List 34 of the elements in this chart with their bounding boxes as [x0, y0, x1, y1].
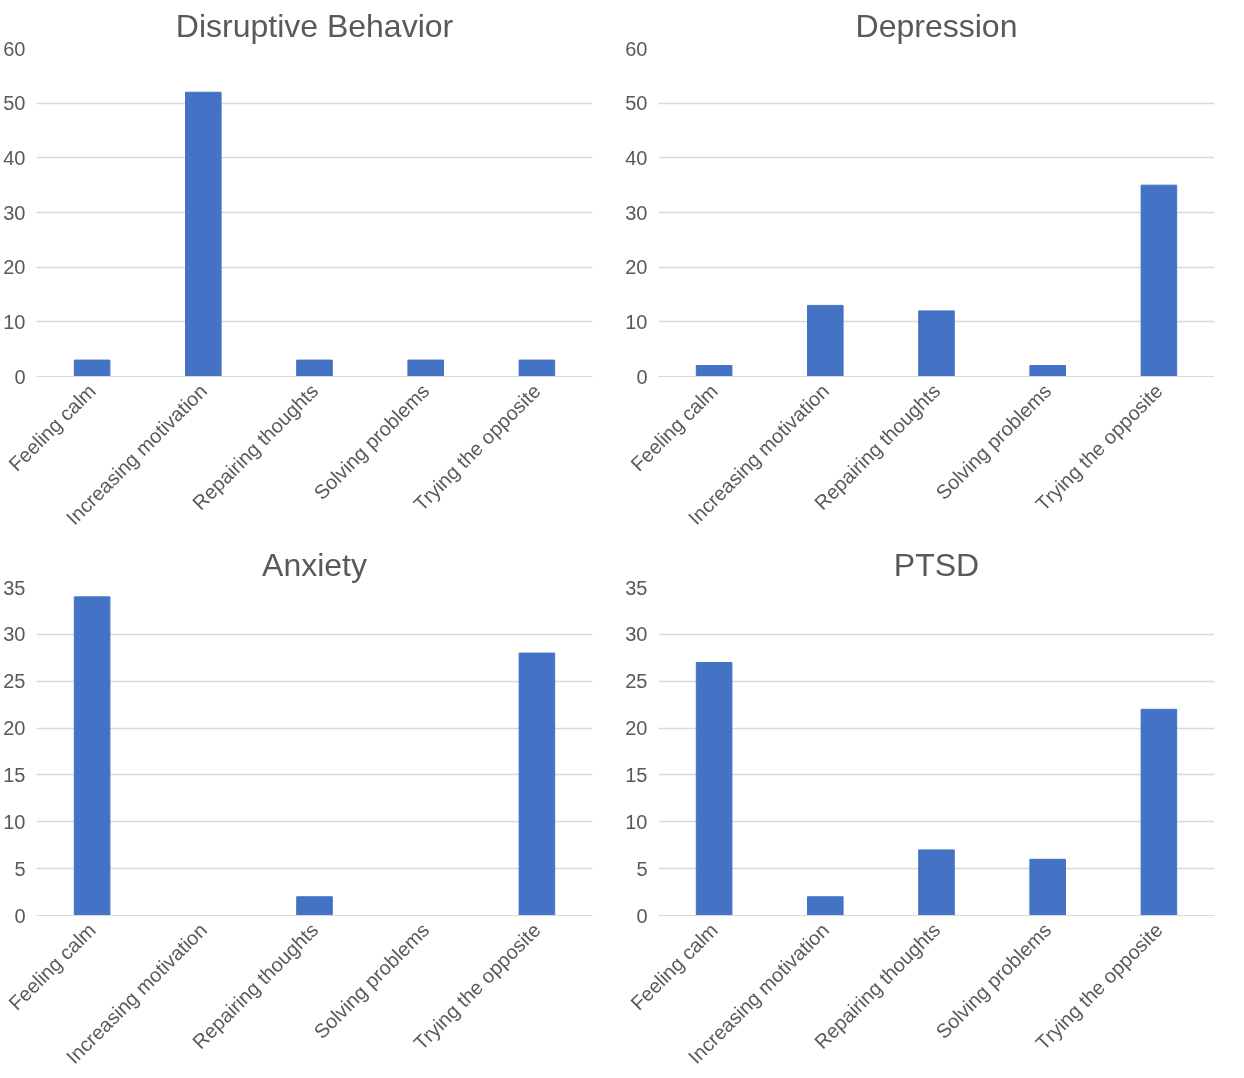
y-tick-label: 0 [14, 365, 26, 388]
y-tick-label: 10 [3, 310, 26, 333]
y-tick-label: 25 [3, 670, 26, 693]
y-tick-label: 15 [625, 763, 648, 786]
chart-title: Depression [855, 7, 1018, 44]
y-tick-label: 20 [3, 717, 26, 740]
y-tick-label: 50 [625, 92, 648, 115]
y-tick-label: 40 [3, 146, 26, 169]
y-tick-label: 60 [625, 37, 648, 60]
y-tick-label: 5 [636, 857, 648, 880]
y-tick-label: 25 [625, 670, 648, 693]
y-tick-label: 35 [3, 576, 26, 599]
y-tick-label: 15 [3, 763, 26, 786]
y-tick-label: 5 [14, 857, 26, 880]
y-tick-label: 40 [625, 146, 648, 169]
chart-title: Anxiety [262, 546, 367, 583]
y-tick-label: 20 [3, 256, 26, 279]
y-tick-label: 20 [625, 256, 648, 279]
y-tick-label: 30 [625, 623, 648, 646]
y-tick-label: 20 [625, 717, 648, 740]
y-tick-label: 10 [625, 810, 648, 833]
y-tick-label: 10 [3, 810, 26, 833]
y-tick-label: 35 [625, 576, 648, 599]
y-tick-label: 30 [3, 623, 26, 646]
y-tick-label: 50 [3, 92, 26, 115]
chart-title: Disruptive Behavior [175, 7, 454, 44]
y-tick-label: 30 [625, 201, 648, 224]
chart-title: PTSD [893, 546, 980, 583]
y-tick-label: 0 [14, 904, 26, 927]
y-tick-label: 60 [3, 37, 26, 60]
y-tick-label: 30 [3, 201, 26, 224]
y-tick-label: 0 [636, 904, 648, 927]
y-tick-label: 0 [636, 365, 648, 388]
y-tick-label: 10 [625, 310, 648, 333]
